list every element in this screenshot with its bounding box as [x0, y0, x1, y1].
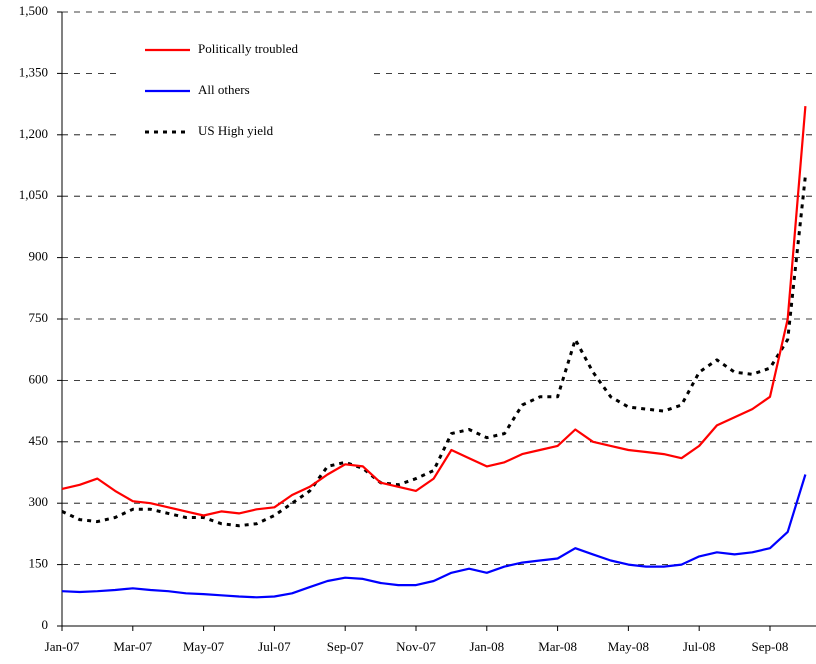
- x-tick-label: Jul-07: [258, 639, 291, 654]
- x-tick-label: Jul-08: [683, 639, 716, 654]
- y-tick-label: 450: [29, 433, 49, 448]
- y-tick-label: 0: [42, 617, 49, 632]
- legend-label: Politically troubled: [198, 41, 299, 56]
- legend-label: US High yield: [198, 123, 274, 138]
- x-tick-label: Sep-08: [752, 639, 789, 654]
- series-line: [61, 106, 807, 517]
- x-tick-label: Sep-07: [327, 639, 364, 654]
- x-tick-label: Nov-07: [396, 639, 436, 654]
- y-tick-label: 600: [29, 371, 49, 386]
- x-tick-label: Jan-07: [45, 639, 80, 654]
- x-tick-label: May-07: [183, 639, 225, 654]
- y-tick-label: 1,350: [19, 64, 48, 79]
- legend-label: All others: [198, 82, 250, 97]
- y-tick-label: 750: [29, 310, 49, 325]
- y-tick-label: 1,050: [19, 187, 48, 202]
- y-tick-label: 1,200: [19, 126, 48, 141]
- y-tick-label: 900: [29, 249, 49, 264]
- series-line: [61, 175, 807, 528]
- y-tick-label: 300: [29, 494, 49, 509]
- x-tick-label: Jan-08: [469, 639, 504, 654]
- x-tick-label: May-08: [608, 639, 649, 654]
- series-line: [61, 474, 807, 599]
- y-tick-label: 150: [29, 556, 49, 571]
- x-tick-label: Mar-08: [538, 639, 577, 654]
- legend-box: [120, 32, 370, 159]
- x-tick-label: Mar-07: [113, 639, 152, 654]
- y-tick-label: 1,500: [19, 3, 48, 18]
